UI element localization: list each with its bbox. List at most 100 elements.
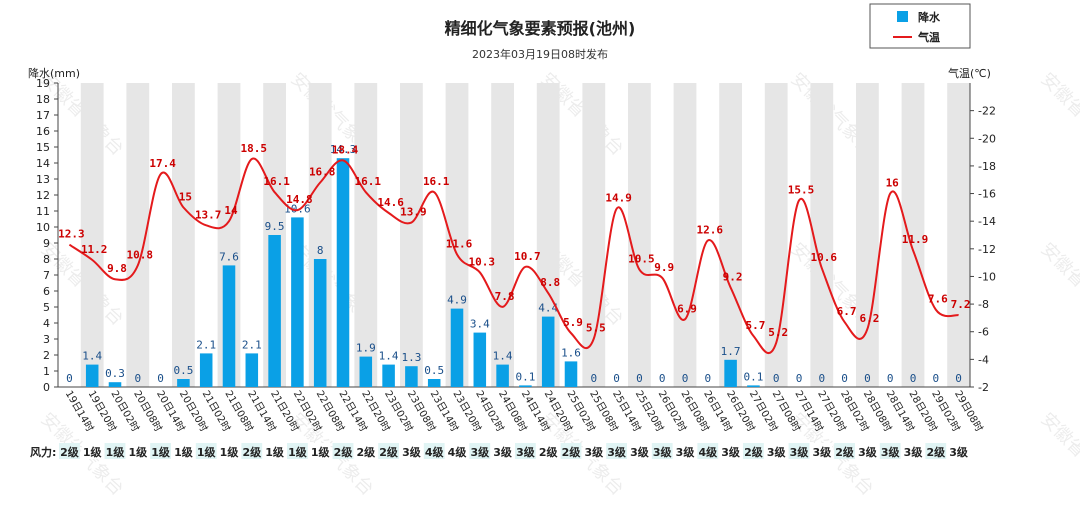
temperature-value-label: 11.6: [446, 237, 473, 250]
temperature-value-label: 9.8: [107, 262, 127, 275]
left-tick-label: 11: [36, 205, 50, 218]
wind-cell-bg: [423, 443, 445, 459]
chart-subtitle: 2023年03月19日08时发布: [472, 47, 608, 61]
precip-value-label: 0: [955, 372, 962, 385]
precip-bar: [382, 364, 395, 387]
grid-band: [810, 83, 834, 387]
temperature-value-label: 10.7: [514, 250, 541, 263]
left-tick-label: 17: [36, 109, 50, 122]
wind-level-label: 2级: [562, 445, 582, 459]
grid-band: [126, 83, 150, 387]
precip-bar: [473, 332, 487, 387]
wind-level-label: 2级: [926, 445, 946, 459]
precip-bar: [291, 217, 304, 387]
grid-band: [354, 83, 378, 387]
precip-value-label: 0: [841, 372, 848, 385]
chart-title: 精细化气象要素预报(池州): [445, 19, 636, 38]
wind-level-label: 3级: [949, 445, 969, 459]
wind-cell-bg: [218, 443, 240, 459]
temperature-value-label: 6.2: [859, 312, 879, 325]
precip-value-label: 0.1: [515, 370, 535, 383]
wind-cell-bg: [241, 443, 263, 459]
precip-bar: [747, 385, 760, 387]
precip-value-label: 4.4: [538, 302, 558, 315]
wind-level-label: 3级: [904, 445, 924, 459]
left-tick-label: 8: [43, 253, 50, 266]
temperature-value-label: 7.8: [495, 290, 515, 303]
left-tick-label: 19: [36, 77, 50, 90]
grid-band: [536, 83, 560, 387]
wind-cell-bg: [401, 443, 422, 459]
temperature-value-label: 10.3: [469, 255, 496, 268]
wind-cell-bg: [264, 443, 285, 459]
right-axis-title: 气温(℃): [948, 66, 991, 80]
temperature-value-label: 6.9: [677, 302, 697, 315]
grid-band: [172, 83, 195, 387]
wind-cell-bg: [902, 443, 924, 459]
wind-cell-bg: [127, 443, 149, 459]
wind-cell-bg: [355, 443, 377, 459]
temperature-value-label: 5.9: [563, 316, 583, 329]
wind-cell-bg: [195, 443, 217, 459]
temperature-value-label: 5.2: [768, 326, 788, 339]
wind-level-label: 1级: [197, 445, 217, 459]
wind-cell-bg: [287, 443, 308, 459]
temperature-value-label: 12.3: [58, 228, 85, 241]
watermark-text: 安徽省气象台: [1036, 69, 1080, 160]
precip-value-label: 1.4: [493, 350, 513, 363]
temperature-value-label: 18.5: [241, 142, 268, 155]
precip-bar: [450, 308, 464, 387]
grid-band: [400, 83, 423, 387]
legend-box: [869, 3, 971, 49]
wind-level-label: 3级: [881, 445, 901, 459]
left-tick-label: 2: [43, 349, 50, 362]
wind-level-label: 3级: [516, 445, 536, 459]
wind-cell-bg: [743, 443, 764, 459]
temperature-value-label: 12.6: [697, 224, 724, 237]
left-tick-label: 5: [43, 301, 50, 314]
wind-cell-bg: [446, 443, 468, 459]
wind-level-label: 3级: [630, 445, 650, 459]
temperature-value-label: 10.6: [811, 251, 838, 264]
precip-bar: [108, 382, 122, 387]
grid-band: [582, 83, 606, 387]
left-tick-label: 16: [36, 125, 50, 138]
temperature-value-label: 8.8: [540, 276, 560, 289]
wind-level-label: 1级: [128, 445, 148, 459]
temperature-value-label: 15: [179, 190, 192, 203]
left-tick-label: 13: [36, 173, 50, 186]
wind-level-label: 3级: [858, 445, 878, 459]
grid-band: [901, 83, 925, 387]
wind-level-label: 3级: [470, 445, 490, 459]
wind-level-label: 3级: [584, 445, 604, 459]
precip-value-label: 0: [134, 372, 141, 385]
temperature-line: [68, 157, 959, 354]
precip-value-label: 0.3: [105, 367, 125, 380]
precip-value-label: 0: [590, 372, 597, 385]
precip-value-label: 0.5: [173, 364, 193, 377]
wind-cell-bg: [788, 443, 810, 459]
grid-band: [491, 83, 514, 387]
precip-value-label: 0: [864, 372, 871, 385]
precip-value-label: 0: [66, 372, 73, 385]
precip-bar: [245, 353, 259, 387]
wind-cell-bg: [629, 443, 650, 459]
precip-value-label: 0: [932, 372, 939, 385]
wind-cell-bg: [879, 443, 901, 459]
left-tick-label: 9: [43, 237, 50, 250]
wind-level-label: 3级: [493, 445, 513, 459]
left-tick-label: 1: [43, 365, 50, 378]
right-tick-label: -4: [978, 353, 989, 366]
wind-level-label: 1级: [220, 445, 240, 459]
precip-bar: [268, 235, 281, 387]
temperature-value-label: 9.2: [723, 271, 743, 284]
legend-precip-swatch: [897, 11, 908, 22]
wind-level-label: 2级: [60, 445, 80, 459]
right-tick-label: -2: [978, 381, 989, 394]
precip-bar: [359, 356, 373, 387]
precip-value-label: 4.9: [447, 294, 467, 307]
right-tick-label: -22: [978, 105, 996, 118]
right-tick-label: -20: [978, 132, 996, 145]
temperature-value-label: 14.8: [286, 193, 313, 206]
wind-cell-bg: [59, 443, 80, 459]
